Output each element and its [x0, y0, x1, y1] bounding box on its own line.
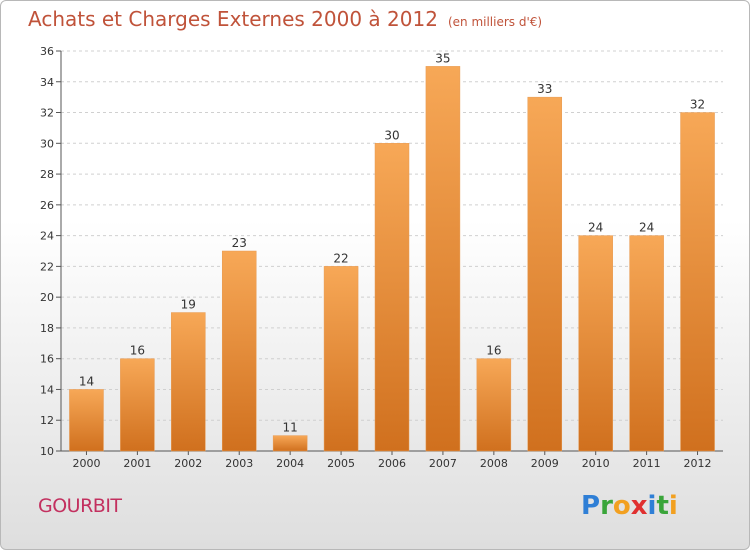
data-label: 11: [283, 421, 298, 435]
data-label: 16: [486, 344, 501, 358]
commune-name: GOURBIT: [38, 495, 122, 517]
chart-title: Achats et Charges Externes 2000 à 2012 (e…: [28, 7, 542, 31]
x-tick-label: 2002: [174, 457, 202, 470]
bar-2008: [476, 358, 512, 452]
x-tick-label: 2011: [633, 457, 661, 470]
data-label: 35: [435, 51, 450, 65]
x-tick-label: 2000: [72, 457, 100, 470]
y-tick-label: 30: [40, 137, 54, 150]
bar-2009: [527, 96, 563, 452]
bar-2003: [221, 250, 257, 452]
data-label: 24: [639, 221, 654, 235]
data-label: 16: [130, 344, 145, 358]
logo-letter: x: [630, 491, 648, 521]
x-tick-label: 2004: [276, 457, 304, 470]
y-tick-label: 36: [40, 45, 54, 58]
logo-letter: i: [647, 491, 657, 521]
x-tick-label: 2005: [327, 457, 355, 470]
bar-2000: [69, 389, 104, 452]
logo-letter: P: [581, 491, 601, 521]
y-tick-label: 26: [40, 199, 54, 212]
logo-letter: o: [612, 491, 631, 521]
data-label: 14: [79, 374, 94, 388]
bar-2010: [578, 235, 613, 452]
x-tick-label: 2008: [480, 457, 508, 470]
x-tick-label: 2006: [378, 457, 406, 470]
y-tick-label: 22: [40, 260, 54, 273]
y-tick-label: 28: [40, 168, 54, 181]
x-tick-label: 2007: [429, 457, 457, 470]
x-tick-label: 2012: [684, 457, 712, 470]
x-tick-label: 2009: [531, 457, 559, 470]
data-label: 22: [333, 251, 348, 265]
y-tick-label: 32: [40, 107, 54, 120]
data-label: 23: [232, 236, 247, 250]
bar-2005: [323, 266, 359, 452]
y-tick-label: 24: [40, 230, 54, 243]
title-unit: (en milliers d'€): [447, 15, 543, 29]
data-label: 19: [181, 298, 196, 312]
y-tick-label: 20: [40, 291, 54, 304]
data-labels: 14 16 19 23 11 22 30 35 16 33 24 24 32: [79, 51, 705, 434]
x-tick-label: 2010: [582, 457, 610, 470]
bar-2002: [171, 312, 206, 452]
data-label: 32: [690, 98, 705, 112]
y-tick-label: 14: [40, 383, 54, 396]
data-label: 33: [537, 82, 552, 96]
y-tick-label: 12: [40, 414, 54, 427]
y-tick-label: 10: [40, 445, 54, 458]
axes: 10 12 14 16 18 20 22 24 26 28 30 32 34 36 2000 2001 2002…: [40, 45, 723, 470]
logo-letter: r: [600, 491, 613, 521]
y-tick-label: 18: [40, 322, 54, 335]
proxiti-logo[interactable]: Proxiti: [581, 491, 678, 521]
bar-2004: [272, 435, 308, 452]
y-tick-label: 16: [40, 353, 54, 366]
y-tick-label: 34: [40, 76, 54, 89]
bar-2006: [374, 143, 410, 452]
title-main: Achats et Charges Externes 2000 à 2012: [28, 7, 438, 31]
bar-2001: [120, 358, 155, 452]
bar-2011: [629, 235, 664, 452]
x-tick-label: 2001: [123, 457, 151, 470]
logo-letter: i: [668, 491, 678, 521]
bar-2007: [425, 66, 461, 452]
x-tick-label: 2003: [225, 457, 253, 470]
data-label: 30: [384, 128, 399, 142]
data-label: 24: [588, 221, 603, 235]
logo-letter: t: [656, 491, 669, 521]
bars: [69, 66, 715, 452]
bar-2012: [680, 112, 715, 452]
